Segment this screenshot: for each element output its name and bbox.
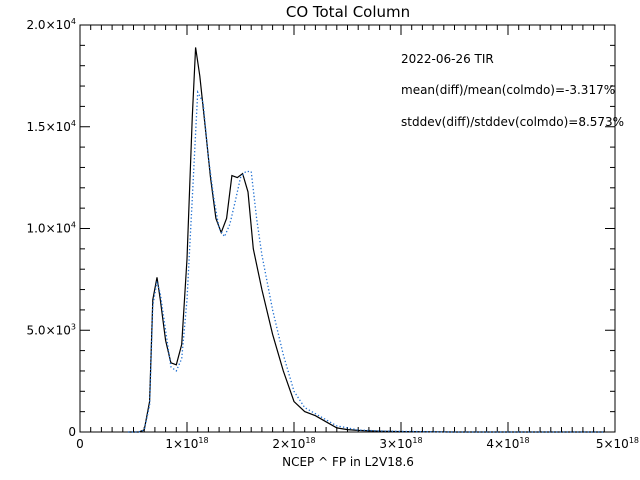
y-tick-label: 1.5×104 <box>26 119 76 134</box>
series-layer <box>128 47 605 433</box>
y-tick-label: 1.0×104 <box>26 221 76 236</box>
annotations: 2022-06-26 TIR mean(diff)/mean(colmdo)=-3… <box>401 52 624 129</box>
x-tick-label: 3×1018 <box>379 436 422 451</box>
x-tick-label: 2×1018 <box>272 436 315 451</box>
annotation-text: stddev(diff)/stddev(colmdo)=8.573% <box>401 115 624 129</box>
x-axis-ticks: 0 1×1018 2×1018 3×1018 4×1018 5×1018 <box>76 25 639 451</box>
annotation-text: 2022-06-26 TIR <box>401 52 494 66</box>
y-axis-ticks: 0 5.0×103 1.0×104 1.5×104 2.0×104 <box>26 17 615 439</box>
series-line-1 <box>128 47 605 433</box>
x-axis-label: NCEP ^ FP in L2V18.6 <box>282 455 414 469</box>
x-tick-label: 4×1018 <box>486 436 529 451</box>
x-tick-label: 5×1018 <box>596 436 639 451</box>
chart-title: CO Total Column <box>286 3 410 21</box>
y-tick-label: 0 <box>68 425 76 439</box>
y-tick-label: 5.0×103 <box>26 322 76 337</box>
annotation-text: mean(diff)/mean(colmdo)=-3.317% <box>401 83 615 97</box>
x-tick-label: 1×1018 <box>165 436 208 451</box>
y-tick-label: 2.0×104 <box>26 17 76 32</box>
x-tick-label: 0 <box>76 437 84 451</box>
series-line-2 <box>128 89 605 433</box>
